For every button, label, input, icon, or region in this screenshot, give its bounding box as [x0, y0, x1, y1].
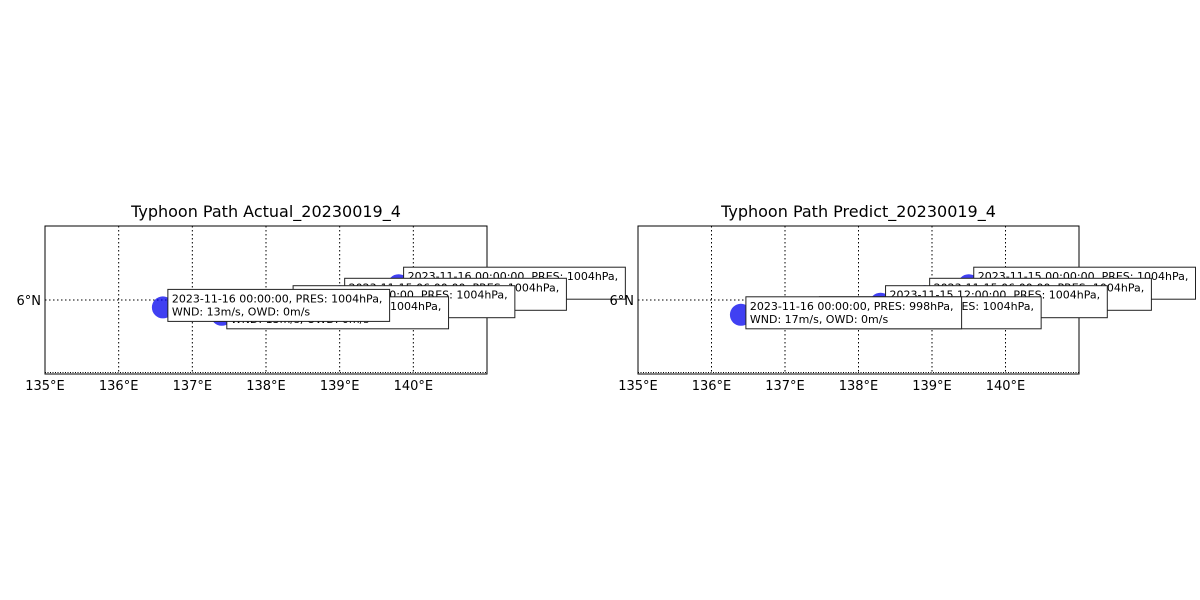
- annotation-box: [745, 296, 963, 330]
- y-tick-label: 6°N: [610, 294, 635, 309]
- x-tick-label: 139°E: [912, 379, 952, 394]
- x-tick-label: 140°E: [394, 379, 434, 394]
- y-tick-label: 6°N: [17, 294, 42, 309]
- chart-title: Typhoon Path Actual_20230019_4: [130, 202, 401, 222]
- chart-title: Typhoon Path Predict_20230019_4: [720, 202, 996, 222]
- point-annotation: 2023-11-16 00:00:00, PRES: 998hPa,WND: 1…: [745, 296, 963, 330]
- x-tick-label: 135°E: [618, 379, 658, 394]
- x-tick-label: 139°E: [320, 379, 360, 394]
- annotation-text: WND: 17m/s, OWD: 0m/s: [750, 313, 889, 326]
- annotation-text: 2023-11-16 00:00:00, PRES: 998hPa,: [750, 300, 954, 313]
- x-tick-label: 136°E: [99, 379, 139, 394]
- annotation-text: 2023-11-16 00:00:00, PRES: 1004hPa,: [172, 292, 383, 305]
- x-tick-label: 136°E: [692, 379, 732, 394]
- x-tick-label: 135°E: [25, 379, 65, 394]
- point-annotation: 2023-11-16 00:00:00, PRES: 1004hPa,WND: …: [167, 288, 391, 322]
- x-tick-label: 138°E: [246, 379, 286, 394]
- actual-path-panel: Typhoon Path Actual_20230019_4 135°E 136°…: [17, 202, 626, 394]
- predicted-path-panel: Typhoon Path Predict_20230019_4 135°E 136…: [610, 202, 1196, 394]
- x-tick-label: 137°E: [765, 379, 805, 394]
- x-tick-label: 140°E: [986, 379, 1026, 394]
- annotation-text: WND: 13m/s, OWD: 0m/s: [172, 305, 311, 318]
- x-tick-label: 137°E: [173, 379, 213, 394]
- annotation-box: [167, 288, 391, 322]
- x-tick-label: 138°E: [839, 379, 879, 394]
